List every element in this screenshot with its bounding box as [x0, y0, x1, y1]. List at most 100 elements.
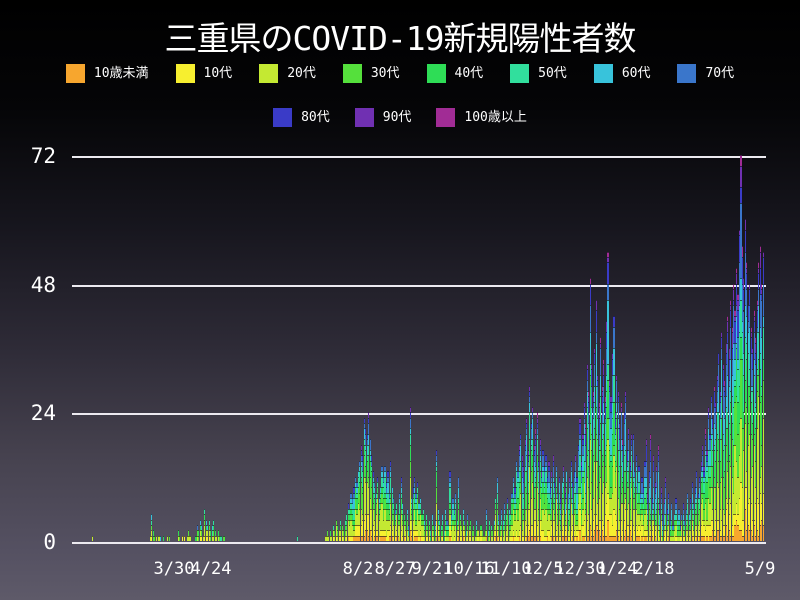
bar-segment — [518, 535, 520, 541]
bar-segment — [650, 449, 652, 461]
bar-segment — [434, 535, 436, 541]
bar-segment — [374, 508, 376, 520]
bar-segment — [566, 508, 568, 525]
bar-segment — [400, 530, 402, 541]
bar-segment — [545, 471, 547, 483]
bar-segment — [418, 508, 420, 515]
bar-segment — [498, 519, 500, 525]
bar-segment — [743, 428, 745, 450]
bar-segment — [478, 535, 481, 541]
bar-segment — [613, 348, 615, 375]
bar-segment — [462, 514, 464, 520]
bar-segment — [709, 524, 711, 536]
bar-segment — [611, 535, 614, 541]
bar-segment — [722, 385, 724, 413]
bar-segment — [563, 482, 565, 488]
bar-segment — [409, 530, 411, 541]
bar-segment — [561, 530, 563, 536]
bar-segment — [703, 524, 705, 536]
bar-segment — [334, 530, 336, 536]
bar-segment — [477, 535, 479, 541]
bar-segment — [746, 272, 748, 290]
bar-segment — [527, 492, 529, 504]
bar-segment — [549, 514, 551, 520]
bar-segment — [734, 514, 736, 525]
bar-segment — [387, 519, 389, 531]
bar-segment — [535, 476, 537, 483]
bar-segment — [501, 530, 503, 536]
bar-segment — [532, 412, 534, 418]
bar-segment — [704, 439, 707, 445]
bar-segment — [660, 492, 662, 499]
bar-segment — [755, 337, 757, 343]
bar-segment — [675, 519, 677, 525]
bar-segment — [394, 524, 396, 536]
bar-segment — [196, 524, 198, 531]
bar-segment — [710, 433, 712, 440]
bar-segment — [518, 530, 520, 536]
bar-segment — [741, 358, 744, 429]
bar-segment — [712, 530, 714, 541]
bar-segment — [459, 514, 461, 520]
bar-segment — [570, 487, 572, 499]
bar-segment — [638, 482, 640, 493]
bar-segment — [357, 471, 359, 477]
bar-segment — [484, 530, 487, 536]
bar-segment — [548, 460, 550, 466]
bar-segment — [415, 524, 417, 531]
bar-segment — [430, 530, 432, 536]
bar-segment — [598, 519, 600, 531]
bar-segment — [673, 514, 676, 520]
bar-segment — [589, 492, 591, 525]
bar-segment — [688, 524, 690, 531]
bar-segment — [666, 530, 668, 536]
bar-segment — [591, 530, 593, 536]
legend-label: 50代 — [538, 66, 567, 81]
legend-item-3: 30代 — [342, 64, 400, 83]
bar-segment — [554, 514, 556, 520]
bar-segment — [399, 519, 401, 525]
bar-segment — [761, 283, 763, 290]
bar-segment — [604, 449, 606, 456]
bar-segment — [391, 503, 393, 515]
bar-segment — [511, 535, 513, 541]
bar-segment — [738, 498, 741, 531]
bar-segment — [476, 535, 478, 541]
bar-segment — [434, 524, 436, 531]
bar-segment — [749, 530, 751, 541]
bar-segment — [712, 465, 714, 488]
bar-segment — [724, 487, 726, 515]
bar-segment — [761, 299, 763, 338]
bar-segment — [498, 514, 500, 520]
bar-segment — [359, 465, 361, 472]
bar-segment — [369, 460, 371, 477]
bar-segment — [704, 444, 707, 450]
page-title: 三重県のCOVID-19新規陽性者数 — [164, 19, 637, 58]
bar-segment — [523, 508, 525, 515]
bar-segment — [518, 444, 520, 450]
bar-segment — [601, 465, 603, 493]
bar-segment — [608, 444, 611, 450]
bar-segment — [418, 514, 420, 520]
bar-segment — [738, 385, 741, 424]
bar-segment — [731, 535, 733, 541]
bar-segment — [592, 471, 594, 499]
bar-segment — [419, 535, 422, 541]
bar-segment — [507, 514, 509, 525]
bar-segment — [440, 524, 442, 531]
bar-segment — [504, 503, 506, 509]
bar-segment — [657, 449, 659, 456]
bar-segment — [377, 535, 379, 541]
bar-segment — [564, 492, 566, 499]
bar-segment — [625, 471, 627, 493]
bar-segment — [548, 492, 550, 504]
bar-segment — [214, 530, 216, 536]
bar-segment — [628, 433, 630, 440]
bar-segment — [738, 235, 741, 263]
bar-segment — [369, 508, 371, 531]
bar-segment — [514, 487, 516, 493]
bar-segment — [579, 439, 581, 456]
bar-segment — [712, 519, 714, 531]
bar-segment — [703, 535, 705, 541]
bar-segment — [455, 503, 457, 509]
